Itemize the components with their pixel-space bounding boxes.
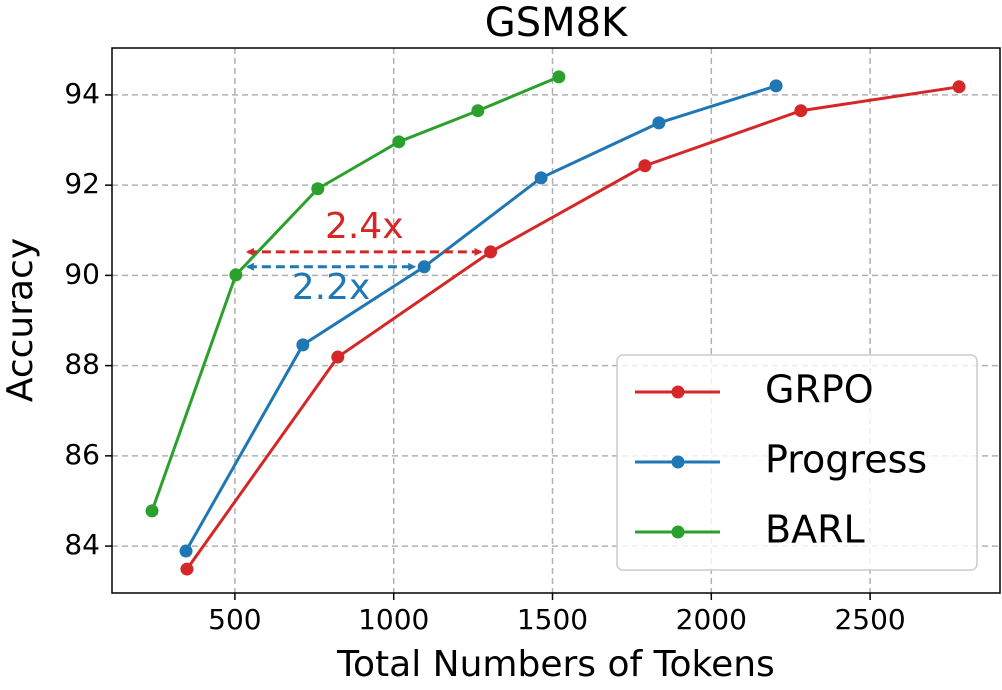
point [229,268,243,282]
legend-label: GRPO [765,368,874,412]
x-tick-label: 2500 [834,603,905,636]
legend-label: BARL [765,508,865,552]
point [794,104,808,118]
y-tick-label: 84 [64,528,100,561]
point [484,245,498,259]
x-tick-label: 2000 [676,603,747,636]
y-tick-label: 90 [64,257,100,290]
series-line [150,75,560,512]
point [296,338,310,352]
annotation-text: 2.4x [325,206,404,247]
x-axis-label: Total Numbers of Tokens [336,644,775,685]
point [534,171,548,185]
point [331,350,345,364]
x-tick-label: 1500 [517,603,588,636]
point [311,182,325,196]
legend-marker [671,455,685,469]
chart-title: GSM8K [485,0,629,46]
legend-box [616,354,978,571]
point [638,159,652,173]
y-tick-label: 94 [64,77,100,110]
point [769,79,783,93]
y-tick-label: 88 [64,348,100,381]
y-axis-label: Accuracy [0,238,41,402]
x-tick-label: 500 [208,603,261,636]
series-line [185,85,960,570]
point [145,504,159,518]
annotation-text: 2.2x [292,267,371,308]
point [552,70,566,84]
point [417,260,431,274]
point [179,544,193,558]
legend-marker [671,525,685,539]
point [180,562,194,576]
point [471,104,485,118]
point [392,135,406,149]
plot-frame [111,47,1001,594]
x-tick-label: 1000 [358,603,429,636]
legend-marker [671,385,685,399]
point [652,116,666,130]
series-line [184,84,777,552]
legend-label: Progress [765,438,927,482]
y-tick-label: 92 [64,167,100,200]
y-tick-label: 86 [64,438,100,471]
point [952,80,966,94]
